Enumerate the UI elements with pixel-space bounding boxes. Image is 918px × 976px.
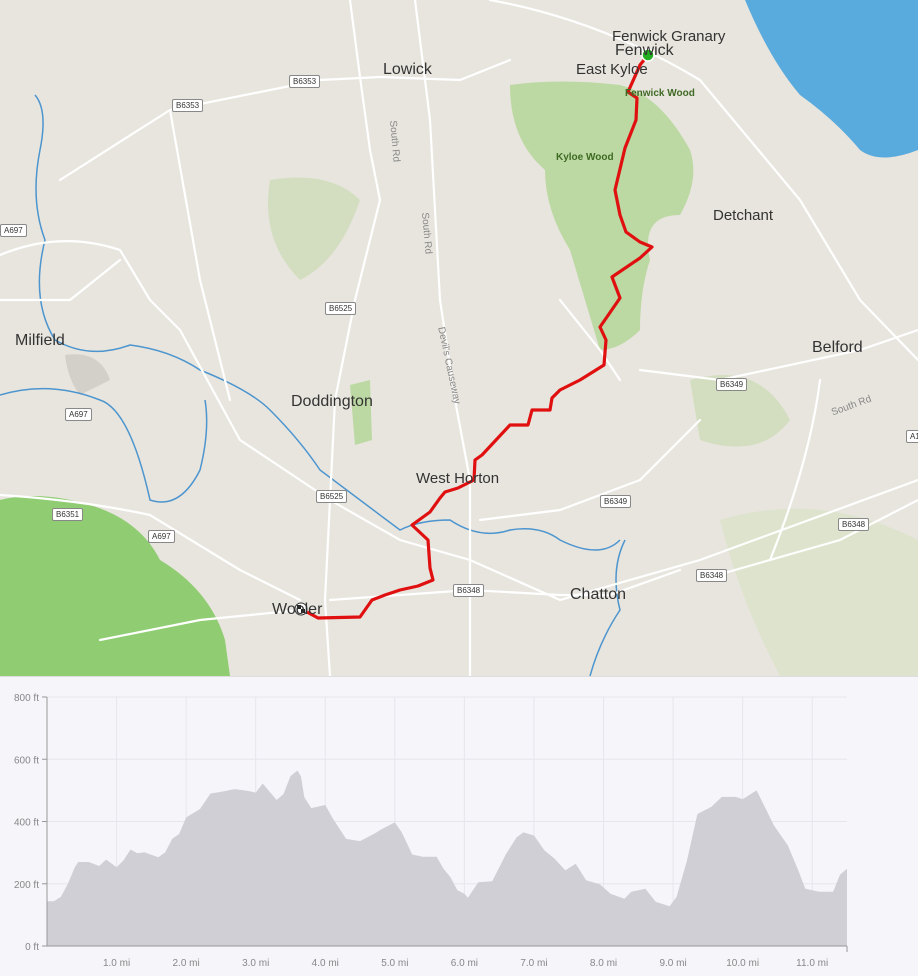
y-tick-label: 800 ft bbox=[14, 693, 39, 704]
road-shield: B6349 bbox=[716, 378, 748, 391]
x-tick-label: 7.0 mi bbox=[520, 958, 547, 969]
y-tick-label: 200 ft bbox=[14, 880, 39, 891]
place-wooler: Wooler bbox=[272, 601, 323, 618]
wood-label-fenwick: Fenwick Wood bbox=[625, 88, 695, 99]
x-tick-label: 5.0 mi bbox=[381, 958, 408, 969]
route-map[interactable]: Lowick Fenwick Granary Fenwick East Kylo… bbox=[0, 0, 918, 676]
place-chatton: Chatton bbox=[570, 586, 627, 603]
checkered-flag-icon bbox=[294, 602, 308, 616]
place-west-horton: West Horton bbox=[416, 470, 500, 487]
y-tick-label: 0 ft bbox=[25, 942, 39, 953]
route-line bbox=[306, 54, 654, 620]
x-tick-label: 6.0 mi bbox=[451, 958, 478, 969]
x-tick-label: 10.0 mi bbox=[726, 958, 759, 969]
elevation-profile[interactable]: 0 ft 200 ft 400 ft 600 ft 800 ft 1.0 mi 2.0 mi… bbox=[0, 676, 918, 976]
x-tick-label: 4.0 mi bbox=[312, 958, 339, 969]
y-tick-label: 600 ft bbox=[14, 755, 39, 766]
kyloe-wood-area bbox=[510, 81, 694, 350]
x-tick-label: 3.0 mi bbox=[242, 958, 269, 969]
cheviot-hills-park bbox=[0, 496, 230, 676]
road-shield: A697 bbox=[148, 530, 175, 543]
place-lowick: Lowick bbox=[383, 61, 432, 78]
place-east-kyloe: East Kyloe bbox=[576, 61, 648, 78]
road-shield: B6348 bbox=[453, 584, 485, 597]
sea bbox=[745, 0, 918, 158]
road-shield: B6353 bbox=[289, 75, 321, 88]
x-tick-label: 9.0 mi bbox=[659, 958, 686, 969]
road-shield: B6351 bbox=[52, 508, 84, 521]
road-shield: B6348 bbox=[838, 518, 870, 531]
x-tick-label: 2.0 mi bbox=[173, 958, 200, 969]
elevation-chart: 0 ft 200 ft 400 ft 600 ft 800 ft 1.0 mi 2.0 mi… bbox=[14, 693, 848, 969]
road-shield: B6349 bbox=[600, 495, 632, 508]
start-marker bbox=[641, 48, 655, 62]
y-tick-label: 400 ft bbox=[14, 818, 39, 829]
road-shield: A697 bbox=[0, 224, 27, 237]
place-milfield: Milfield bbox=[15, 332, 65, 349]
elevation-area bbox=[47, 770, 847, 946]
place-doddington: Doddington bbox=[291, 393, 373, 410]
place-fenwick: Fenwick bbox=[615, 42, 674, 59]
road-shield: B6348 bbox=[696, 569, 728, 582]
road-shield: B6353 bbox=[172, 99, 204, 112]
road-shield: A1 bbox=[906, 430, 918, 443]
map-canvas bbox=[0, 0, 918, 676]
road-shield: A697 bbox=[65, 408, 92, 421]
place-belford: Belford bbox=[812, 339, 863, 356]
rivers bbox=[0, 94, 626, 676]
road-shield: B6525 bbox=[316, 490, 348, 503]
road-shield: B6525 bbox=[325, 302, 357, 315]
x-tick-label: 11.0 mi bbox=[796, 958, 828, 969]
place-fenwick-granary: Fenwick Granary bbox=[612, 28, 726, 45]
wood-label-kyloe: Kyloe Wood bbox=[556, 152, 614, 163]
place-detchant: Detchant bbox=[713, 207, 774, 224]
x-tick-label: 1.0 mi bbox=[103, 958, 130, 969]
roads bbox=[0, 0, 918, 676]
x-tick-label: 8.0 mi bbox=[590, 958, 617, 969]
